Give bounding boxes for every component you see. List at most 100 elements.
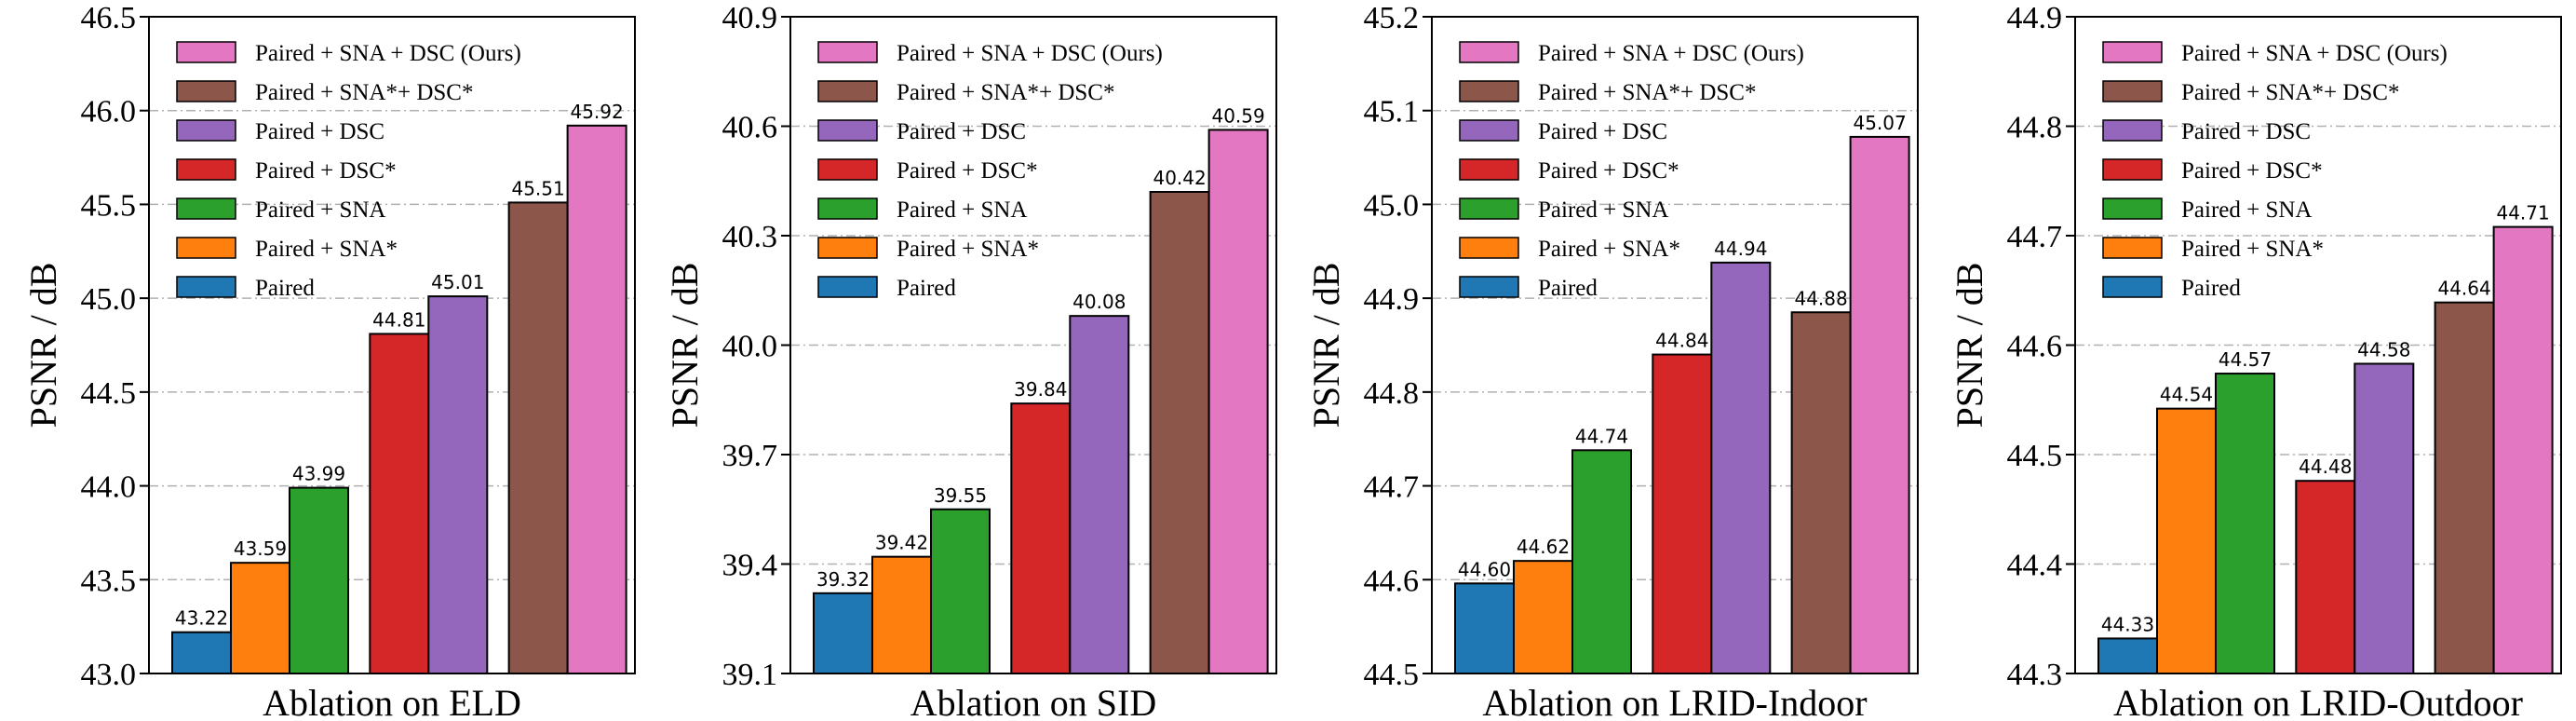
legend-swatch [176,237,236,259]
legend-entry: Paired + DSC* [255,158,397,184]
bar-2 [871,555,932,675]
legend-entry: Paired + SNA*+ DSC* [255,80,473,105]
data-label: 44.81 [372,308,425,331]
legend: Paired + SNA + DSC (Ours) Paired + SNA*+ … [176,41,521,301]
legend-swatch [1459,197,1519,220]
chart-panel-3: 44.5 44.6 44.7 44.8 44.9 45.0 45.1 45.2 44.60 44.… [1305,1,1919,721]
y-axis-label: PSNR / dB [1949,263,1990,429]
y-tick-label: 44.6 [2007,330,2063,364]
bar-6 [1790,311,1852,674]
bar-4 [1010,402,1072,674]
y-tick-label: 39.1 [722,658,778,692]
legend-swatch [817,119,878,142]
y-tick-label: 44.9 [2007,1,2063,35]
bar-3 [1571,449,1632,674]
data-label: 44.48 [2299,456,2352,478]
bar-7 [1207,129,1269,674]
data-label: 45.07 [1853,112,1906,134]
legend-entry: Paired + DSC [255,119,384,144]
legend-swatch [817,197,878,220]
legend-swatch [1459,158,1519,181]
legend-entry: Paired [255,276,315,301]
data-label: 44.84 [1655,330,1708,352]
bar-1 [1454,582,1515,674]
legend-entry: Paired + SNA*+ DSC* [2181,80,2399,105]
data-label: 40.59 [1211,104,1264,127]
data-label: 44.94 [1714,238,1767,260]
bar-7 [566,124,627,675]
bar-7 [2492,225,2554,674]
legend-swatch [817,158,878,181]
y-tick-label: 45.1 [1364,95,1420,129]
legend-entry: Paired [2181,276,2241,301]
bar-2 [230,562,290,675]
y-tick-label: 45.5 [81,188,137,223]
data-label: 39.84 [1014,378,1067,401]
data-label: 44.64 [2437,278,2490,300]
bar-6 [1149,191,1210,674]
legend-swatch [2102,276,2163,298]
bar-6 [507,201,569,675]
bar-1 [813,592,873,674]
y-tick-label: 46.5 [81,1,137,35]
legend-swatch [2102,41,2163,63]
legend-entry: Paired + SNA* [1538,237,1680,262]
bar-5 [2353,362,2415,674]
legend-swatch [2102,158,2163,181]
legend-swatch [1459,80,1519,102]
legend-swatch [817,276,878,298]
legend-entry: Paired [897,276,956,301]
y-axis-label: PSNR / dB [22,263,64,429]
legend-entry: Paired + SNA + DSC (Ours) [897,41,1163,66]
data-label: 44.71 [2496,202,2549,224]
legend-entry: Paired + DSC [1538,119,1667,144]
x-axis-label: Ablation on ELD [263,682,521,721]
y-tick-label: 43.0 [81,658,137,692]
y-tick-label: 44.3 [2007,658,2063,692]
chart-panel-1: 43.0 43.5 44.0 44.5 45.0 45.5 46.0 46.5 43.22 43.… [22,1,636,721]
y-tick-label: 44.5 [81,376,137,411]
y-tick-label: 39.4 [722,549,778,583]
y-tick-label: 45.0 [81,282,137,317]
axes-frame [2074,16,2562,674]
data-label: 45.51 [511,177,564,199]
legend: Paired + SNA + DSC (Ours) Paired + SNA*+ … [817,41,1163,301]
data-label: 45.92 [570,101,623,123]
bar-1 [171,631,232,675]
bar-5 [427,295,489,674]
legend-swatch [176,119,236,142]
legend-entry: Paired + DSC* [1538,158,1679,184]
y-tick-label: 44.6 [1364,564,1420,598]
legend-entry: Paired + SNA*+ DSC* [897,80,1114,105]
legend-entry: Paired + SNA [2181,197,2312,223]
axes-frame [1431,16,1919,674]
data-label: 39.42 [875,532,928,554]
legend-swatch [817,80,878,102]
legend-swatch [176,80,236,102]
y-tick-label: 40.9 [722,1,778,35]
y-tick-label: 44.5 [1364,658,1420,692]
bar-3 [930,508,991,674]
legend-swatch [2102,80,2163,102]
legend-swatch [176,41,236,63]
legend-entry: Paired + SNA* [2181,237,2324,262]
legend-entry: Paired + DSC* [897,158,1038,184]
bar-4 [1652,353,1713,674]
bar-6 [2434,301,2495,674]
legend-swatch [817,237,878,259]
y-tick-label: 44.4 [2007,549,2063,583]
legend-entry: Paired + SNA [255,197,385,223]
y-tick-label: 39.7 [722,439,778,473]
legend-entry: Paired + SNA [897,197,1027,223]
data-label: 44.57 [2219,348,2272,371]
legend-entry: Paired + SNA* [897,237,1039,262]
y-tick-label: 46.0 [81,95,137,129]
bar-2 [2156,407,2217,674]
legend-swatch [1459,276,1519,298]
y-tick-label: 44.8 [2007,111,2063,145]
chart-panel-4: 44.3 44.4 44.5 44.6 44.7 44.8 44.9 44.33 44.54 44… [1949,1,2562,721]
y-tick-label: 44.5 [2007,439,2063,473]
axes-frame [148,16,636,674]
